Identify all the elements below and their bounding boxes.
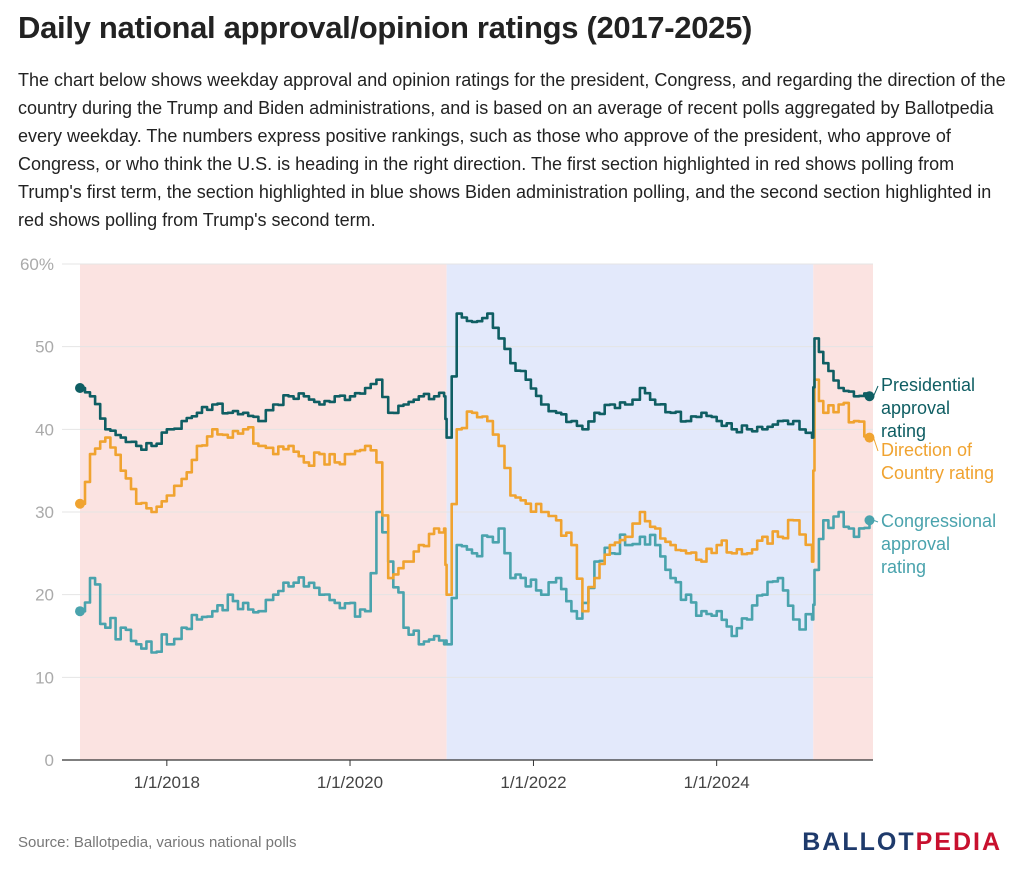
label-leader-direction xyxy=(873,437,879,452)
x-tick-label: 1/1/2024 xyxy=(684,773,750,792)
series-start-point-congressional xyxy=(75,606,85,617)
logo-part-ballot: BALLOT xyxy=(802,828,916,856)
label-leader-congressional xyxy=(873,519,879,523)
series-line-congressional xyxy=(80,510,871,654)
series-lines xyxy=(75,312,875,654)
series-label-presidential: approval xyxy=(881,398,950,418)
y-tick-label: 10 xyxy=(35,668,54,687)
label-leader-presidential xyxy=(873,385,879,397)
chart-title: Daily national approval/opinion ratings … xyxy=(18,10,753,45)
ballotpedia-logo: BALLOTPEDIA xyxy=(802,828,1002,857)
series-line-presidential xyxy=(80,312,871,451)
series-label-presidential: Presidential xyxy=(881,375,975,395)
y-axis-ticks: 0 10 20 30 40 50 60% xyxy=(20,255,54,770)
series-label-congressional: rating xyxy=(881,557,926,577)
series-line-direction xyxy=(80,378,871,613)
y-tick-label: 0 xyxy=(45,751,54,770)
series-label-congressional: approval xyxy=(881,534,950,554)
y-tick-label: 20 xyxy=(35,586,54,605)
y-tick-label: 40 xyxy=(35,420,54,439)
x-tick-label: 1/1/2018 xyxy=(134,773,200,792)
series-label-congressional: Congressional xyxy=(881,511,996,531)
y-tick-label: 60% xyxy=(20,255,54,274)
series-label-presidential: rating xyxy=(881,421,926,441)
series-label-direction: Direction of xyxy=(881,440,973,460)
chart-description: The chart below shows weekday approval a… xyxy=(18,70,1006,230)
logo-part-pedia: PEDIA xyxy=(915,828,1002,856)
series-label-direction: Country rating xyxy=(881,463,994,483)
y-tick-label: 30 xyxy=(35,503,54,522)
x-axis-ticks: 1/1/2018 1/1/2020 1/1/2022 1/1/2024 xyxy=(134,760,750,792)
series-end-point-congressional xyxy=(864,515,875,526)
x-tick-label: 1/1/2020 xyxy=(317,773,383,792)
x-tick-label: 1/1/2022 xyxy=(500,773,566,792)
source-note: Source: Ballotpedia, various national po… xyxy=(18,834,297,851)
series-end-point-presidential xyxy=(864,391,875,402)
series-start-point-presidential xyxy=(75,383,85,393)
y-tick-label: 50 xyxy=(35,338,54,357)
series-end-point-direction xyxy=(864,432,875,443)
series-start-point-direction xyxy=(75,498,85,509)
